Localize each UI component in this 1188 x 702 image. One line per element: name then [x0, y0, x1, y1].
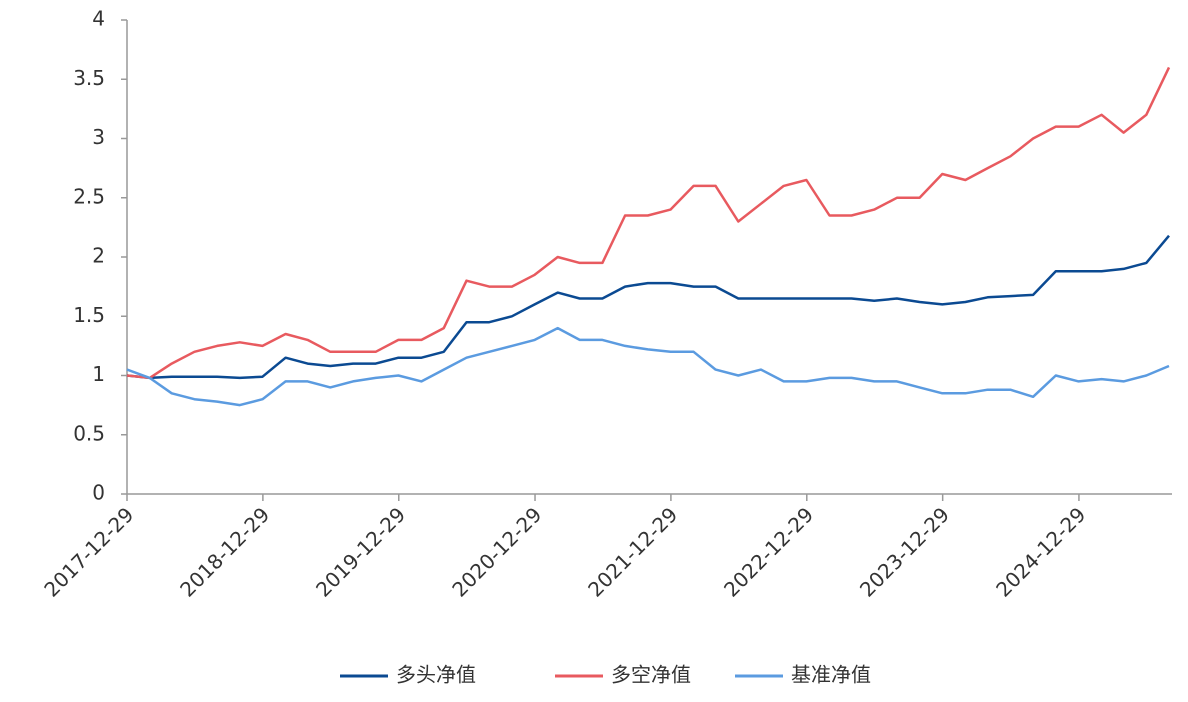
legend-label: 多头净值	[396, 663, 476, 687]
x-tick-label: 2023-12-29	[855, 502, 954, 601]
y-tick-label: 0.5	[73, 421, 105, 445]
y-tick-label: 0	[92, 481, 105, 505]
y-tick-label: 2.5	[73, 184, 105, 208]
series-line	[126, 234, 1170, 380]
x-tick-label: 2022-12-29	[719, 502, 818, 601]
x-tick-label: 2017-12-29	[39, 502, 138, 601]
x-tick-label: 2018-12-29	[175, 502, 274, 601]
series-line	[126, 326, 1170, 407]
x-tick-label: 2021-12-29	[583, 502, 682, 601]
legend-label: 基准净值	[791, 663, 871, 687]
y-tick-label: 3.5	[73, 66, 105, 90]
y-tick-label: 4	[92, 7, 105, 31]
x-tick-label: 2019-12-29	[311, 502, 410, 601]
legend-label: 多空净值	[611, 663, 691, 687]
x-tick-label: 2020-12-29	[447, 502, 546, 601]
y-tick-label: 1	[92, 362, 105, 386]
x-tick-label: 2024-12-29	[991, 502, 1090, 601]
y-tick-label: 2	[92, 244, 105, 268]
y-tick-label: 1.5	[73, 303, 105, 327]
series-line	[126, 66, 1171, 380]
y-tick-label: 3	[92, 125, 105, 149]
